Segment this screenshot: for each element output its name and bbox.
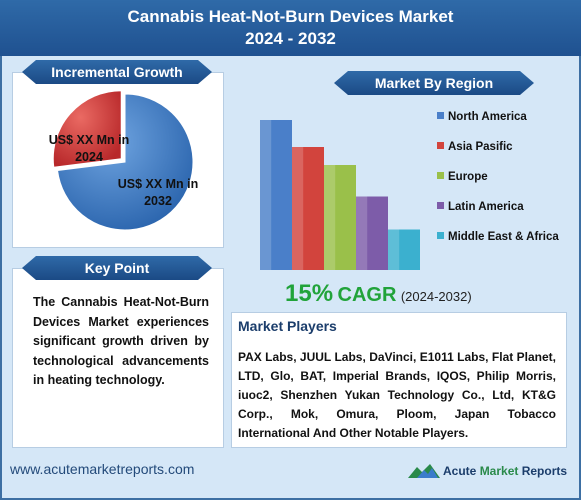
bar-latin-america	[356, 196, 388, 270]
page-title: Cannabis Heat-Not-Burn Devices Market	[127, 7, 454, 26]
bar-highlight	[356, 196, 368, 270]
legend-swatch	[437, 142, 444, 149]
header: Cannabis Heat-Not-Burn Devices Market 20…	[0, 0, 581, 56]
legend-item-north-america: North America	[437, 110, 527, 124]
key-point-banner: Key Point	[22, 256, 212, 280]
bar-highlight	[260, 120, 272, 270]
cagr-value: 15%	[285, 280, 334, 307]
logo-word-market: Market	[479, 464, 519, 478]
bar-asia-pasific	[292, 147, 324, 270]
pie-label-2024-line2: 2024	[75, 150, 103, 164]
cagr-readout: 15% CAGR (2024-2032)	[285, 280, 472, 308]
legend-label: Europe	[448, 171, 488, 183]
bar-highlight	[324, 165, 336, 270]
pie-label-2024-line1: US$ XX Mn in	[48, 133, 130, 147]
website-link[interactable]: www.acutemarketreports.com	[10, 461, 195, 477]
bar-highlight	[388, 229, 400, 270]
pie-label-2024: US$ XX Mn in 2024	[44, 132, 134, 166]
incremental-pie-chart	[52, 90, 194, 231]
pie-label-2032: US$ XX Mn in 2032	[108, 176, 208, 210]
brand-logo: Acute Market Reports	[408, 462, 567, 482]
bar-highlight	[292, 147, 304, 270]
legend-item-latin-america: Latin America	[437, 200, 524, 214]
pie-slice-2024	[52, 90, 122, 168]
legend-label: Middle East & Africa	[448, 231, 559, 243]
bar-europe	[324, 165, 356, 270]
bar-north-america	[260, 120, 292, 270]
legend-swatch	[437, 112, 444, 119]
logo-word-reports: Reports	[521, 464, 568, 478]
legend-swatch	[437, 232, 444, 239]
legend-item-europe: Europe	[437, 170, 488, 184]
chart-logo-icon	[408, 464, 440, 478]
legend-swatch	[437, 202, 444, 209]
legend-swatch	[437, 172, 444, 179]
page-subtitle: 2024 - 2032	[245, 29, 336, 48]
legend-item-asia-pasific: Asia Pasific	[437, 140, 513, 154]
region-bar-chart	[260, 120, 420, 270]
market-players-title: Market Players	[238, 318, 337, 334]
logo-word-acute: Acute	[443, 464, 477, 478]
legend-label: Asia Pasific	[448, 141, 513, 153]
incremental-growth-banner: Incremental Growth	[22, 60, 212, 84]
key-point-panel	[12, 268, 224, 448]
pie-slice-2032	[56, 93, 194, 231]
pie-label-2032-line2: 2032	[144, 194, 172, 208]
legend-label: North America	[448, 111, 527, 123]
key-point-text: The Cannabis Heat-Not-Burn Devices Marke…	[33, 295, 209, 387]
cagr-years: (2024-2032)	[400, 289, 472, 304]
cagr-label: CAGR	[337, 284, 397, 306]
legend-item-middle-east-africa: Middle East & Africa	[437, 230, 559, 244]
pie-label-2032-line1: US$ XX Mn in	[117, 177, 199, 191]
bar-middle-east-africa	[388, 229, 420, 270]
market-players-panel	[231, 312, 567, 448]
market-players-text: PAX Labs, JUUL Labs, DaVinci, E1011 Labs…	[238, 350, 556, 440]
legend-label: Latin America	[448, 201, 524, 213]
market-by-region-banner: Market By Region	[334, 71, 534, 95]
